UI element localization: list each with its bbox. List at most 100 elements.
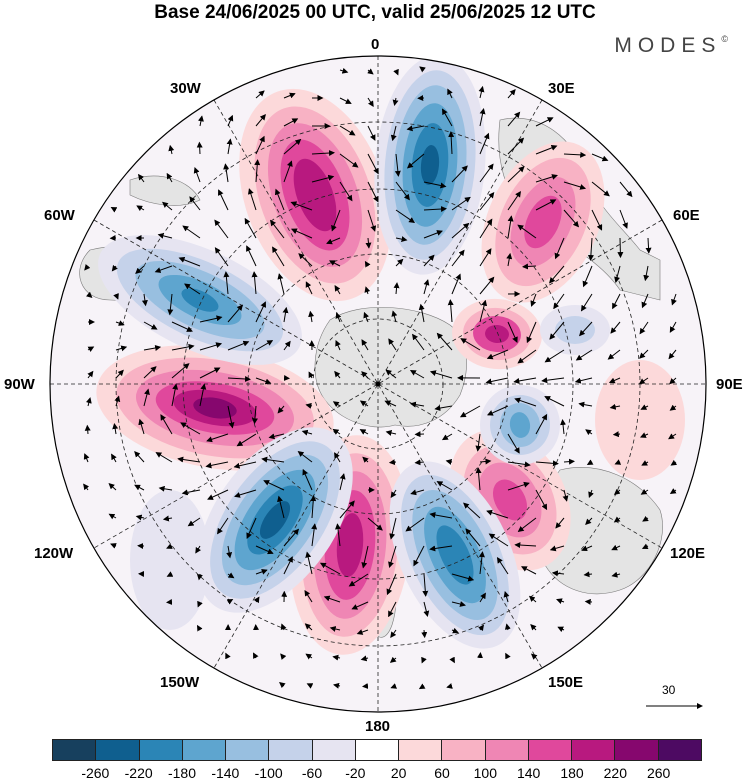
wind-vector bbox=[535, 174, 558, 183]
wind-vector bbox=[390, 629, 397, 639]
wind-vector bbox=[409, 401, 425, 408]
wind-vector bbox=[528, 595, 537, 603]
wind-vector bbox=[329, 260, 341, 267]
colorbar-tick-label: 180 bbox=[560, 765, 584, 781]
wind-vector bbox=[246, 245, 257, 267]
wind-vector bbox=[395, 181, 410, 201]
wind-vector bbox=[334, 452, 341, 463]
wind-vector bbox=[181, 489, 201, 496]
wind-vector bbox=[436, 332, 453, 351]
wind-vector bbox=[610, 321, 621, 334]
wind-vector bbox=[305, 551, 313, 575]
wind-vector bbox=[405, 517, 425, 532]
wind-vector bbox=[611, 544, 621, 551]
wind-vector bbox=[339, 500, 355, 519]
wind-vector bbox=[613, 516, 621, 523]
colorbar-tick-label: -180 bbox=[167, 765, 197, 781]
wind-vector bbox=[227, 304, 243, 323]
colorbar-segment bbox=[442, 740, 486, 760]
wind-vector bbox=[283, 118, 299, 127]
wind-vector bbox=[578, 401, 593, 408]
wind-vector bbox=[587, 237, 594, 261]
wind-vector bbox=[308, 371, 315, 379]
colorbar-segment bbox=[226, 740, 270, 760]
wind-vector bbox=[668, 433, 677, 440]
wind-vector bbox=[574, 377, 593, 384]
wind-vector bbox=[488, 533, 509, 547]
lon-label-150e: 150E bbox=[548, 674, 584, 691]
wind-vector bbox=[290, 228, 313, 239]
wind-vector bbox=[479, 132, 490, 155]
colorbar bbox=[52, 739, 702, 761]
wind-vector bbox=[311, 523, 318, 547]
wind-vector bbox=[360, 655, 369, 662]
wind-vector bbox=[395, 209, 416, 223]
wind-vector bbox=[479, 276, 495, 295]
wind-vector bbox=[365, 237, 372, 249]
wind-vector bbox=[263, 480, 285, 491]
wind-vector bbox=[244, 217, 257, 239]
wind-vector bbox=[485, 377, 509, 385]
wind-vector bbox=[422, 573, 429, 597]
colorbar-tick-label: 100 bbox=[473, 765, 498, 781]
wind-vector bbox=[507, 461, 531, 468]
wind-vector bbox=[638, 377, 649, 385]
wind-vector bbox=[308, 310, 315, 323]
wind-vector bbox=[247, 188, 257, 211]
wind-vector bbox=[332, 654, 341, 661]
wind-vector bbox=[138, 173, 145, 183]
wind-vector bbox=[526, 321, 537, 344]
wind-vector bbox=[162, 515, 173, 522]
wind-vector bbox=[311, 174, 335, 183]
wind-vector bbox=[339, 181, 353, 202]
wind-vector bbox=[553, 293, 565, 310]
wind-vector bbox=[611, 571, 621, 578]
lon-label-120w: 120W bbox=[34, 545, 74, 562]
wind-vector bbox=[389, 656, 397, 663]
wind-vector bbox=[110, 207, 118, 213]
wind-vector bbox=[535, 117, 554, 127]
wind-vector bbox=[114, 395, 121, 407]
colorbar-tick-label: -20 bbox=[345, 765, 366, 781]
wind-vector bbox=[334, 285, 341, 295]
wind-vector bbox=[669, 488, 677, 494]
wind-vector bbox=[423, 181, 447, 189]
lon-label-0: 0 bbox=[371, 36, 380, 53]
wind-vector bbox=[207, 489, 229, 500]
wind-vector bbox=[410, 489, 425, 496]
wind-vector bbox=[549, 545, 565, 552]
colorbar-segment bbox=[312, 740, 356, 760]
wind-vector bbox=[297, 450, 313, 463]
wind-vector bbox=[305, 402, 313, 409]
wind-vector bbox=[581, 545, 593, 552]
wind-vector bbox=[255, 90, 265, 99]
wind-vector bbox=[115, 320, 125, 326]
wind-vector bbox=[580, 293, 593, 312]
wind-vector bbox=[339, 67, 349, 74]
wind-vector bbox=[423, 279, 430, 295]
colorbar-tick-label: 20 bbox=[390, 765, 407, 781]
wind-vector bbox=[253, 652, 259, 660]
wind-vector bbox=[356, 629, 369, 635]
wind-vector bbox=[388, 545, 397, 568]
wind-vector bbox=[423, 230, 443, 239]
wind-vector bbox=[460, 338, 481, 351]
wind-vector bbox=[196, 624, 203, 632]
wind-vector bbox=[305, 281, 313, 295]
wind-vector bbox=[199, 315, 223, 323]
wind-vector bbox=[199, 342, 223, 351]
wind-vector bbox=[614, 265, 621, 283]
wind-vector bbox=[196, 573, 203, 581]
wind-vector bbox=[136, 205, 145, 212]
colorbar-tick-label: -260 bbox=[81, 765, 110, 781]
map-frame bbox=[49, 55, 707, 713]
wind-vector bbox=[334, 370, 341, 379]
wind-vector bbox=[465, 528, 481, 547]
wind-vector bbox=[226, 138, 233, 155]
wind-vector bbox=[134, 484, 145, 491]
wind-vector bbox=[640, 404, 649, 410]
wind-vector bbox=[414, 459, 425, 466]
wind-vector bbox=[530, 623, 537, 631]
wind-vector bbox=[556, 598, 565, 605]
wind-vector bbox=[429, 545, 453, 552]
